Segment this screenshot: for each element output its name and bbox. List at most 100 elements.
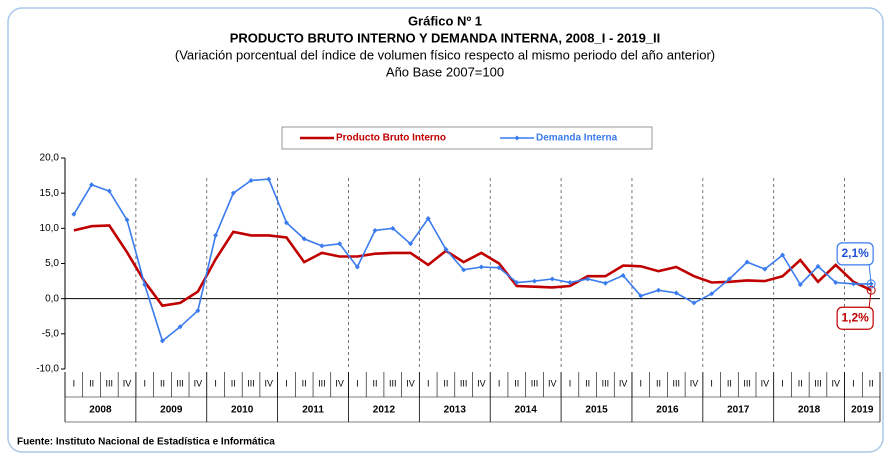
point [106, 188, 112, 194]
point [744, 259, 750, 265]
point [656, 287, 662, 293]
legend-marker [514, 135, 520, 141]
x-tick-label: I [214, 378, 217, 388]
y-tick-label: 20,0 [40, 153, 60, 164]
year-label: 2012 [373, 405, 396, 416]
point [833, 279, 839, 285]
point [354, 264, 360, 270]
y-tick-label: 10,0 [40, 223, 60, 234]
point [797, 282, 803, 288]
x-tick-label: III [531, 378, 539, 388]
x-tick-label: I [285, 378, 288, 388]
x-tick-label: I [640, 378, 643, 388]
x-tick-label: II [656, 378, 661, 388]
y-tick-label: 15,0 [40, 188, 60, 199]
point [585, 276, 591, 282]
x-tick-label: I [498, 378, 501, 388]
year-label: 2017 [727, 405, 750, 416]
point [71, 211, 77, 217]
x-tick-label: II [727, 378, 732, 388]
x-tick-label: II [160, 378, 165, 388]
year-label: 2015 [585, 405, 608, 416]
x-tick-label: I [781, 378, 784, 388]
year-label: 2009 [160, 405, 183, 416]
chart-title: Gráfico Nº 1 [408, 13, 482, 28]
description: (Variación porcentual del índice de volu… [175, 47, 715, 62]
x-tick-label: III [743, 378, 751, 388]
base-note: Año Base 2007=100 [386, 64, 504, 79]
x-tick-label: IV [548, 378, 557, 388]
x-tick-label: III [602, 378, 610, 388]
x-tick-label: IV [477, 378, 486, 388]
label-leader [868, 290, 872, 308]
x-tick-label: IV [194, 378, 203, 388]
point [620, 272, 626, 278]
x-tick-label: I [143, 378, 146, 388]
point [691, 300, 697, 306]
point [319, 243, 325, 249]
y-tick-label: -10,0 [36, 364, 59, 375]
legend-label: Producto Bruto Interno [336, 133, 446, 144]
point [478, 264, 484, 270]
year-label: 2016 [656, 405, 679, 416]
point [638, 293, 644, 299]
year-label: 2008 [89, 405, 112, 416]
point [390, 225, 396, 231]
series-line [73, 178, 872, 343]
y-tick-label: 5,0 [45, 258, 59, 269]
year-label: 2014 [515, 405, 538, 416]
x-tick-label: II [89, 378, 94, 388]
y-tick-label: -5,0 [42, 328, 60, 339]
point [532, 278, 538, 284]
x-tick-label: III [389, 378, 397, 388]
x-tick-label: IV [264, 378, 273, 388]
point [159, 338, 165, 344]
point [514, 279, 520, 285]
x-tick-label: III [814, 378, 822, 388]
x-tick-label: II [231, 378, 236, 388]
source: Fuente: Instituto Nacional de Estadístic… [17, 437, 275, 448]
year-label: 2018 [798, 405, 821, 416]
frame [7, 7, 884, 453]
point [673, 290, 679, 296]
point [407, 241, 413, 247]
x-tick-label: IV [761, 378, 770, 388]
point [709, 291, 715, 297]
point [602, 280, 608, 286]
x-tick-label: III [672, 378, 680, 388]
point [142, 282, 148, 288]
point [195, 308, 201, 314]
point [213, 232, 219, 238]
year-label: 2013 [444, 405, 467, 416]
x-tick-label: I [569, 378, 572, 388]
point [549, 276, 555, 282]
x-tick-label: IV [335, 378, 344, 388]
point [567, 279, 573, 285]
point [850, 281, 856, 287]
x-tick-label: II [443, 378, 448, 388]
year-label: 2010 [231, 405, 254, 416]
x-tick-label: III [247, 378, 255, 388]
x-tick-label: II [585, 378, 590, 388]
label-box [836, 242, 874, 266]
point [266, 176, 272, 182]
point [177, 324, 183, 330]
point [124, 217, 130, 223]
legend-box [281, 126, 653, 150]
x-tick-label: I [852, 378, 855, 388]
x-tick-label: III [176, 378, 184, 388]
point [283, 220, 289, 226]
point [301, 236, 307, 242]
point [496, 265, 502, 271]
x-tick-label: II [302, 378, 307, 388]
x-tick-label: I [710, 378, 713, 388]
x-tick-label: III [318, 378, 326, 388]
x-tick-label: II [798, 378, 803, 388]
point [443, 246, 449, 252]
year-label: 2019 [851, 405, 874, 416]
x-tick-label: I [73, 378, 76, 388]
x-tick-label: IV [831, 378, 840, 388]
x-tick-label: IV [690, 378, 699, 388]
point [726, 276, 732, 282]
